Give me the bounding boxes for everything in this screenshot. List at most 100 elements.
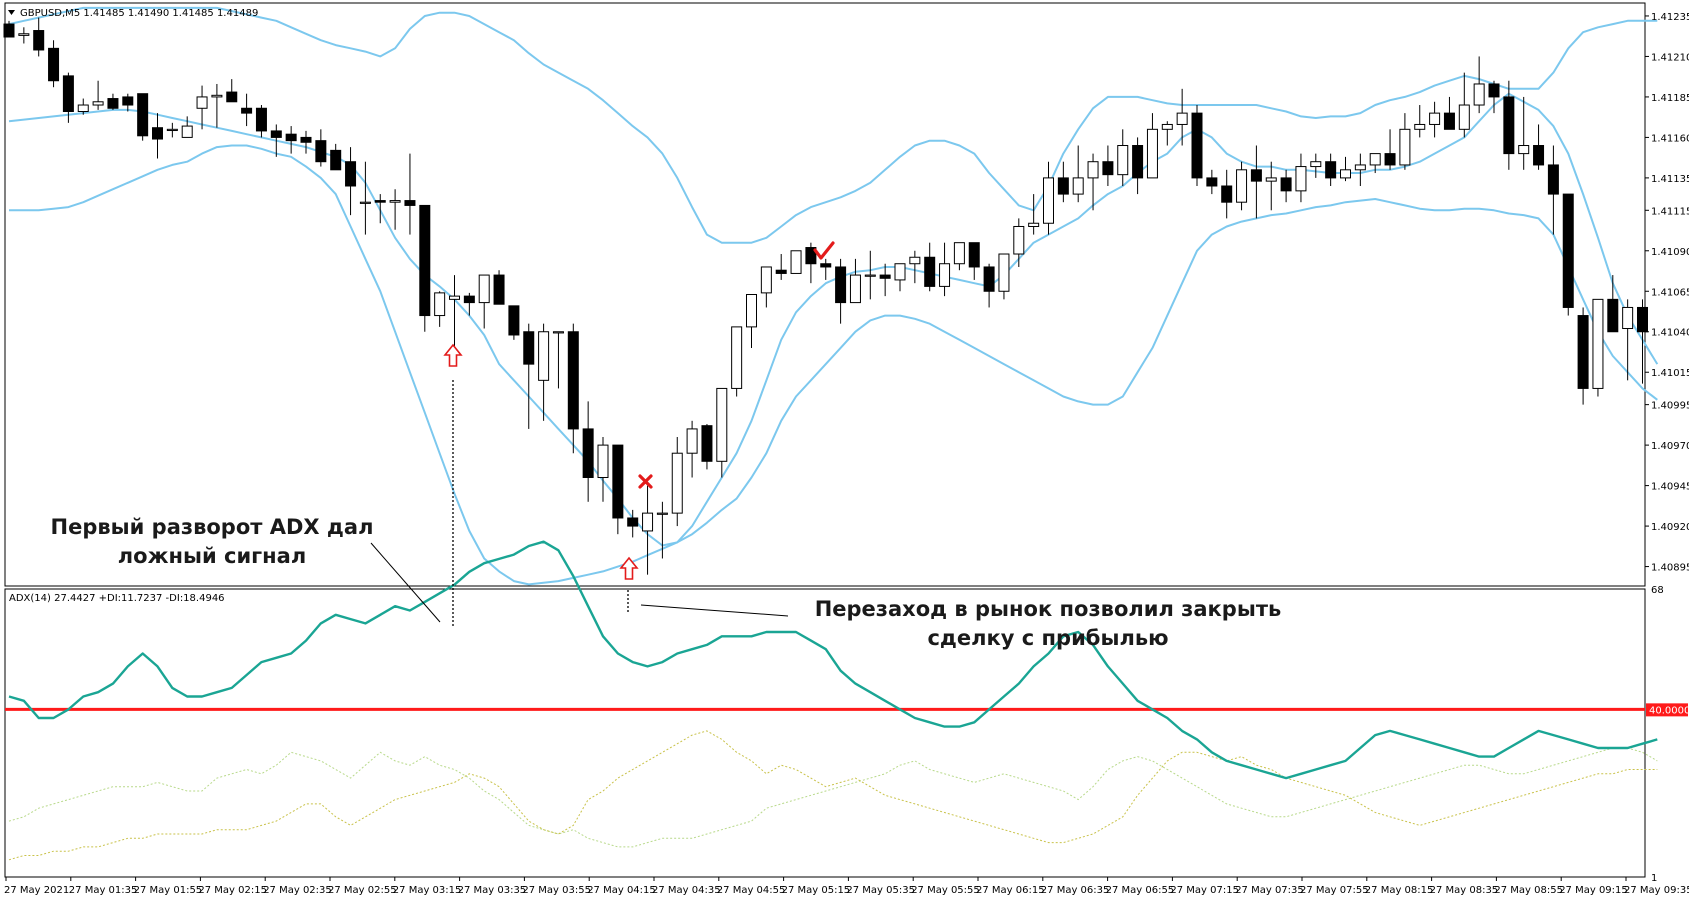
candle-bearish — [1280, 177, 1292, 192]
indicator-pane[interactable] — [5, 540, 1658, 861]
candle-bullish — [849, 274, 861, 304]
bollinger-upper-line — [8, 6, 1658, 244]
candle-bullish — [1176, 112, 1188, 125]
candle-bearish — [1206, 177, 1218, 187]
candle-bullish — [1399, 128, 1411, 166]
price-tick-label: 1.41235 — [1651, 12, 1689, 23]
time-tick-label: 27 May 07:35 — [1235, 885, 1304, 896]
minus-di-line — [8, 747, 1658, 848]
candle-bullish — [1429, 112, 1441, 125]
candle-bullish — [716, 387, 728, 462]
price-tick-label: 1.41090 — [1651, 247, 1689, 258]
candle-bearish — [582, 428, 594, 478]
time-tick-label: 27 May 07:55 — [1300, 885, 1369, 896]
time-tick-label: 27 May 05:15 — [782, 885, 851, 896]
candle-bullish — [389, 200, 401, 203]
time-tick-label: 27 May 09:35 — [1624, 885, 1689, 896]
candle-bullish — [18, 33, 30, 36]
candle-bearish — [627, 517, 639, 527]
candle-bearish — [241, 107, 253, 114]
price-tick-label: 1.41115 — [1651, 206, 1689, 217]
buy-arrow-up-icon — [443, 343, 463, 367]
candle-bullish — [1354, 164, 1366, 171]
time-tick-label: 27 May 09:15 — [1559, 885, 1628, 896]
price-tick-label: 1.40895 — [1651, 563, 1689, 574]
time-tick-label: 27 May 06:55 — [1106, 885, 1175, 896]
candle-bullish — [671, 452, 683, 514]
candle-bearish — [1132, 145, 1144, 179]
price-tick-label: 1.41210 — [1651, 52, 1689, 63]
candle-bearish — [924, 256, 936, 287]
candle-bullish — [864, 274, 876, 277]
candle-bullish — [77, 104, 89, 113]
time-tick-label: 27 May 02:55 — [328, 885, 397, 896]
annotations: Первый разворот ADX дал ложный сигнал Пе… — [51, 515, 1282, 650]
time-tick-label: 27 May 02:15 — [198, 885, 267, 896]
candle-bearish — [1191, 112, 1203, 179]
annotation-reentry-line1: Перезаход в рынок позволил закрыть — [815, 597, 1282, 621]
price-tick-label: 1.40920 — [1651, 522, 1689, 533]
candle-bearish — [122, 96, 134, 106]
candle-bearish — [48, 47, 60, 82]
time-tick-label: 27 May 03:35 — [458, 885, 527, 896]
candle-bearish — [1488, 83, 1500, 98]
candle-bullish — [686, 428, 698, 454]
candle-bullish — [1043, 177, 1054, 224]
candle-bearish — [1503, 96, 1515, 155]
candle-bearish — [226, 91, 238, 103]
candle-bearish — [835, 266, 847, 304]
time-tick-label: 27 May 04:15 — [587, 885, 656, 896]
candle-bearish — [1637, 306, 1648, 333]
candle-bearish — [1221, 185, 1233, 203]
price-tick-label: 1.40945 — [1651, 482, 1689, 493]
price-tick-label: 1.41135 — [1651, 174, 1689, 185]
bollinger-lower-line — [9, 144, 1658, 586]
time-tick-label: 27 May 08:35 — [1430, 885, 1499, 896]
time-tick-label: 27 May 01:55 — [134, 885, 203, 896]
candle-bullish — [92, 101, 104, 106]
candle-bullish — [1117, 145, 1129, 176]
time-tick-label: 27 May 02:35 — [263, 885, 332, 896]
dropdown-triangle-icon[interactable] — [8, 10, 15, 15]
candle-bearish — [3, 23, 15, 38]
candle-bullish — [359, 201, 371, 204]
candle-bearish — [33, 30, 45, 51]
time-tick-label: 27 May 04:55 — [717, 885, 786, 896]
signal-markers — [443, 241, 835, 628]
candle-bullish — [1265, 177, 1277, 182]
candle-bullish — [1340, 169, 1351, 179]
candle-bearish — [374, 200, 386, 203]
candle-bearish — [1443, 112, 1455, 130]
time-tick-label: 27 May 03:15 — [393, 885, 462, 896]
candle-bullish — [181, 125, 193, 138]
annotation-first-reversal-line2: ложный сигнал — [118, 544, 306, 568]
candle-bearish — [493, 274, 505, 305]
time-tick-label: 27 May 06:15 — [976, 885, 1045, 896]
candle-bullish — [1072, 177, 1084, 195]
candle-bullish — [211, 94, 223, 98]
candle-bullish — [953, 242, 965, 265]
price-pane[interactable] — [3, 6, 1659, 586]
candle-bullish — [1146, 128, 1158, 179]
candle-bullish — [1013, 225, 1025, 255]
candle-bearish — [1057, 177, 1069, 195]
time-tick-label: 27 May 08:15 — [1365, 885, 1434, 896]
candle-bearish — [1250, 169, 1262, 182]
candle-bearish — [1562, 193, 1574, 308]
candle-bearish — [404, 200, 416, 206]
time-tick-label: 27 May 08:55 — [1494, 885, 1563, 896]
candle-bearish — [345, 161, 357, 187]
candle-bearish — [508, 305, 520, 336]
candle-bullish — [1295, 166, 1307, 192]
price-tick-label: 1.41160 — [1651, 133, 1689, 144]
candle-bullish — [909, 256, 921, 265]
candle-bearish — [315, 140, 327, 163]
axes: 1.41235 1.41210 1.41185 1.41160 1.41135 1.411… — [4, 12, 1689, 896]
candle-bearish — [270, 130, 282, 138]
time-tick-label: 27 May 01:35 — [69, 885, 138, 896]
indicator-title: ADX(14) 27.4427 +DI:11.7237 -DI:18.4946 — [9, 593, 225, 604]
candle-bearish — [1325, 161, 1337, 179]
price-tick-label: 1.41065 — [1651, 287, 1689, 298]
candle-bullish — [1592, 298, 1604, 389]
